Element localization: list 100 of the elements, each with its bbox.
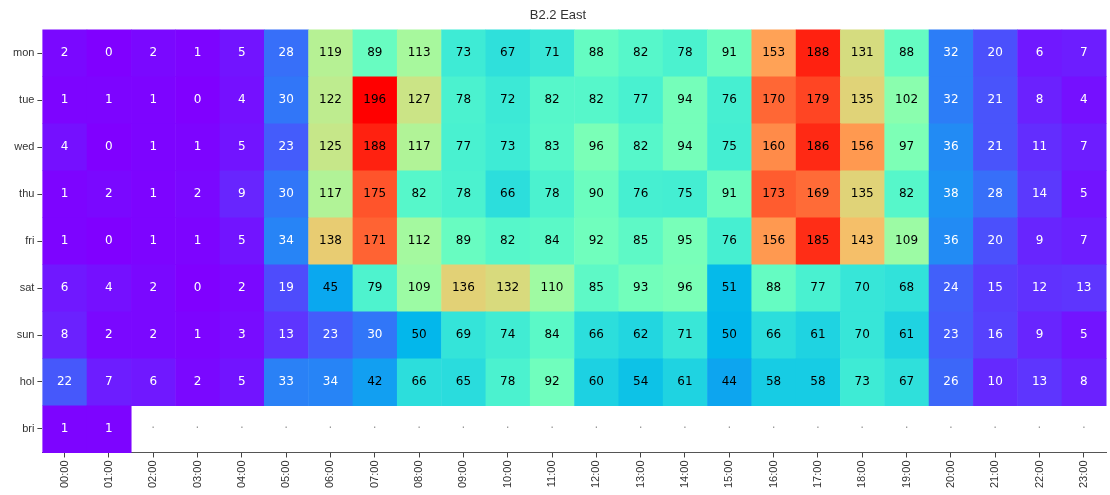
data-label: 1	[149, 233, 158, 248]
data-label: 97	[898, 139, 915, 154]
data-label: 2	[193, 374, 202, 389]
data-label: 4	[1080, 92, 1088, 107]
data-label: 110	[540, 280, 564, 295]
data-label: 1	[105, 421, 113, 436]
data-label: 1	[60, 92, 69, 107]
data-label: 66	[765, 327, 782, 342]
data-label: 8	[60, 327, 69, 342]
data-label: 4	[238, 92, 246, 107]
data-label: 9	[238, 186, 246, 201]
data-label: 78	[455, 186, 472, 201]
data-label: 113	[407, 45, 431, 60]
data-label: 44	[721, 374, 737, 389]
data-label: 112	[407, 233, 431, 248]
text: ·	[328, 421, 333, 436]
data-label: 77	[633, 92, 649, 107]
data-label: 23	[278, 139, 294, 154]
data-label: 61	[810, 327, 826, 342]
data-label: 84	[544, 233, 560, 248]
data-label: 77	[455, 139, 472, 154]
data-label: 4	[105, 280, 113, 295]
data-label: 70	[854, 280, 870, 295]
data-label: 7	[105, 374, 113, 389]
y-tick-label: bri	[22, 422, 35, 435]
data-label: 76	[721, 233, 737, 248]
data-label: 0	[193, 280, 202, 295]
data-label: 73	[500, 139, 516, 154]
data-label: 6	[60, 280, 69, 295]
x-tick-label: 02:00	[146, 460, 159, 488]
data-label: 28	[278, 45, 294, 60]
x-tick-label: 16:00	[766, 460, 779, 488]
x-tick-label: 07:00	[367, 460, 380, 488]
data-label: 92	[588, 233, 604, 248]
x-tick-label: 11:00	[545, 460, 558, 488]
data-label: 91	[721, 186, 737, 201]
data-label: 33	[278, 374, 294, 389]
data-label: 78	[455, 92, 472, 107]
x-tick-label: 08:00	[412, 460, 425, 488]
data-label: 109	[407, 280, 431, 295]
text: ·	[284, 421, 289, 436]
data-label: 188	[806, 45, 830, 60]
data-label: 82	[898, 186, 915, 201]
data-label: 2	[238, 280, 246, 295]
data-label: 85	[588, 280, 604, 295]
data-label: 2	[149, 45, 158, 60]
data-label: 109	[895, 233, 919, 248]
data-label: 71	[677, 327, 693, 342]
data-label: 143	[850, 233, 874, 248]
text: ·	[771, 421, 776, 436]
data-label: 131	[850, 45, 874, 60]
data-label: 9	[1035, 327, 1044, 342]
data-label: 45	[322, 280, 339, 295]
data-label: 36	[943, 139, 959, 154]
data-label: 66	[500, 186, 516, 201]
data-label: 102	[895, 92, 919, 107]
data-label: 67	[500, 45, 516, 60]
data-label: 122	[319, 92, 342, 107]
data-label: 169	[806, 186, 830, 201]
data-label: 58	[810, 374, 826, 389]
data-label: 156	[762, 233, 786, 248]
data-label: 11	[1031, 139, 1048, 154]
data-label: 68	[898, 280, 915, 295]
data-label: 16	[987, 327, 1003, 342]
text: ·	[816, 421, 820, 436]
x-tick-label: 13:00	[633, 460, 646, 488]
data-label: 171	[363, 233, 387, 248]
data-label: 89	[455, 233, 472, 248]
data-label: 23	[322, 327, 339, 342]
data-label: 75	[677, 186, 693, 201]
data-label: 32	[943, 45, 959, 60]
data-label: 66	[588, 327, 604, 342]
text: ·	[505, 421, 510, 436]
data-label: 66	[411, 374, 427, 389]
data-label: 71	[544, 45, 560, 60]
data-label: 185	[806, 233, 830, 248]
data-label: 34	[322, 374, 339, 389]
data-label: 0	[193, 92, 202, 107]
x-tick-label: 06:00	[323, 460, 336, 488]
data-label: 78	[677, 45, 693, 60]
text: ·	[904, 421, 909, 436]
data-label: 2	[193, 186, 202, 201]
chart-title: B2.2 East	[529, 7, 587, 23]
data-label: 34	[278, 233, 294, 248]
data-label: 74	[500, 327, 516, 342]
data-label: 96	[588, 139, 604, 154]
data-label: 61	[898, 327, 915, 342]
data-label: 7	[1080, 139, 1088, 154]
data-label: 88	[765, 280, 782, 295]
data-label: 70	[854, 327, 870, 342]
x-tick-label: 19:00	[899, 460, 912, 488]
data-label: 1	[193, 139, 202, 154]
data-label: 2	[105, 186, 113, 201]
data-label: 50	[411, 327, 427, 342]
data-label: 1	[60, 233, 69, 248]
data-label: 2	[149, 327, 158, 342]
x-tick-label: 14:00	[678, 460, 691, 488]
text: ·	[1037, 421, 1042, 436]
data-label: 0	[105, 45, 113, 60]
data-label: 21	[987, 92, 1003, 107]
